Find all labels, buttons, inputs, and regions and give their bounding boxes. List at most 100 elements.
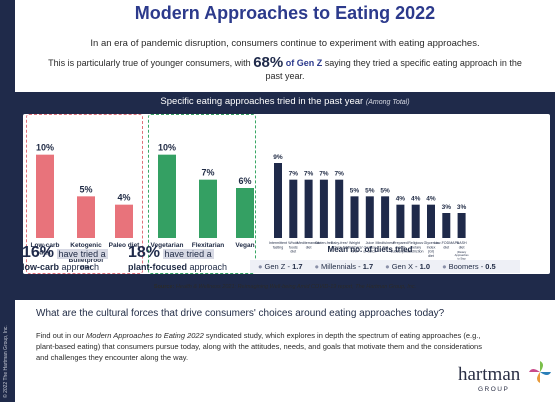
chart-title-row: Specific eating approaches tried in the … bbox=[15, 96, 555, 107]
gen-z-percent: 68% bbox=[253, 54, 284, 71]
bar-category-label-6: Intermittent fasting bbox=[269, 241, 287, 249]
bar-value-label-1: 5% bbox=[79, 184, 92, 194]
mean-diets-row: ● Gen Z - 1.7 ● Millennials - 1.7 ● Gen X -… bbox=[250, 260, 520, 273]
bar-category-label-12: Juice cleanse or detox bbox=[363, 241, 376, 254]
bar-value-label-10: 7% bbox=[334, 171, 344, 178]
bar-category-label-4: Flexitarian bbox=[192, 242, 225, 249]
bar-category-label-16: Glycemic Index (GI) diet bbox=[424, 241, 439, 258]
mean-diets-box: Mean no. of diets tried ● Gen Z - 1.7 ● Mi… bbox=[250, 245, 550, 273]
body-study-link: Modern Approaches to Eating 2022 bbox=[86, 331, 204, 340]
bar-category-label-7: Whole foods diet bbox=[288, 241, 298, 254]
bar-value-label-3: 10% bbox=[158, 143, 176, 153]
low-carb-callout-have: have tried a bbox=[56, 249, 108, 259]
page-title: Modern Approaches to Eating 2022 bbox=[134, 3, 436, 23]
bar-chart: 10%Low-carbdiet5%KetogenicorBulletproofd… bbox=[31, 143, 470, 272]
source-note: Source: Health & Wellness 2021: Reimagin… bbox=[15, 284, 555, 290]
mean-item-genz: ● Gen Z - 1.7 bbox=[258, 262, 303, 271]
bar-9 bbox=[319, 179, 328, 238]
bar-1 bbox=[77, 196, 95, 238]
gen-z-label: Gen Z bbox=[296, 58, 323, 68]
logo-word: hartman bbox=[458, 364, 521, 385]
low-carb-callout-pct: 16% bbox=[22, 244, 55, 261]
bar-category-label-9: Gluten-free bbox=[315, 241, 333, 245]
bar-10 bbox=[335, 179, 344, 238]
intro-of: of bbox=[285, 58, 295, 68]
body-after: syndicated study, which explores in dept… bbox=[36, 331, 482, 362]
bar-value-label-18: 3% bbox=[457, 204, 467, 211]
bar-category-label-8: Mediterranean diet bbox=[297, 241, 320, 249]
bar-category-label-3: Vegetarian bbox=[151, 242, 184, 249]
bar-value-label-0: 10% bbox=[36, 143, 54, 153]
mean-item-millennials: ● Millennials - 1.7 bbox=[314, 262, 374, 271]
bar-17 bbox=[442, 213, 451, 238]
bar-value-label-15: 4% bbox=[411, 196, 421, 203]
bar-4 bbox=[199, 179, 217, 238]
bar-category-label-11: Weight Watchers/WW bbox=[346, 241, 362, 254]
body-before: Find out in our bbox=[36, 331, 84, 340]
bar-15 bbox=[411, 204, 420, 238]
low-carb-callout: 16% have tried a low-carb approach bbox=[22, 244, 108, 272]
bar-category-label-15: Religious dietary restriction bbox=[408, 241, 424, 254]
plant-callout-rest: approach bbox=[189, 262, 228, 272]
bar-11 bbox=[350, 196, 359, 238]
logo-group: GROUP bbox=[478, 386, 510, 393]
bar-3 bbox=[158, 154, 176, 238]
bar-8 bbox=[304, 179, 313, 238]
bar-category-label-14: Prepared meals subscription bbox=[391, 241, 410, 254]
plant-callout-pct: 18% bbox=[128, 244, 161, 261]
bar-0 bbox=[36, 154, 54, 238]
pinwheel-icon bbox=[529, 361, 551, 383]
bar-category-label-0: Low-carb diet bbox=[31, 242, 60, 257]
bar-value-label-11: 5% bbox=[350, 187, 360, 194]
intro-before: This is particularly true of younger con… bbox=[48, 58, 251, 68]
chart-subtitle: (Among Total) bbox=[365, 99, 410, 106]
low-carb-callout-rest: approach bbox=[61, 262, 100, 272]
bar-6 bbox=[274, 163, 282, 238]
bar-value-label-8: 7% bbox=[304, 171, 314, 178]
intro-line-1: In an era of pandemic disruption, consum… bbox=[90, 38, 480, 49]
hartman-logo: hartman GROUP bbox=[458, 360, 553, 400]
bar-2 bbox=[115, 204, 133, 238]
body-paragraph: Find out in our Modern Approaches to Eat… bbox=[36, 330, 491, 363]
copyright-text: © 2022 The Hartman Group, Inc. bbox=[3, 325, 9, 398]
bar-18 bbox=[457, 213, 466, 238]
source-text: Health & Wellness 2021: Reimagining Well… bbox=[175, 284, 417, 290]
chart-title: Specific eating approaches tried in the … bbox=[160, 96, 364, 107]
bar-value-label-12: 5% bbox=[365, 187, 375, 194]
bar-13 bbox=[381, 196, 390, 238]
low-carb-callout-bold: low-carb bbox=[22, 262, 60, 272]
bar-value-label-13: 5% bbox=[380, 187, 390, 194]
chart-panel: 10%Low-carbdiet5%KetogenicorBulletproofd… bbox=[23, 114, 550, 274]
bar-value-label-16: 4% bbox=[426, 196, 436, 203]
bar-value-label-6: 9% bbox=[273, 154, 283, 161]
bar-category-label-10: Dairy-free/Lactose-free bbox=[329, 241, 349, 249]
source-label: Source: bbox=[153, 284, 175, 290]
bar-14 bbox=[396, 204, 405, 238]
bar-value-label-9: 7% bbox=[319, 171, 329, 178]
mean-diets-title: Mean no. of diets tried bbox=[327, 245, 413, 254]
bar-category-label-5: Vegan bbox=[235, 242, 254, 249]
side-strip: © 2022 The Hartman Group, Inc. bbox=[0, 0, 15, 402]
bar-category-label-2: Paleo diet bbox=[109, 242, 141, 249]
plant-callout: 18% have tried a plant-focused approach bbox=[128, 244, 227, 272]
bar-value-label-4: 7% bbox=[201, 168, 214, 178]
question-heading: What are the cultural forces that drive … bbox=[36, 308, 445, 319]
bar-value-label-5: 6% bbox=[238, 176, 251, 186]
plant-callout-have: have tried a bbox=[162, 249, 214, 259]
intro-after: saying they tried a specific eating appr… bbox=[265, 58, 522, 81]
intro-line-2: This is particularly true of younger con… bbox=[40, 54, 530, 83]
bar-12 bbox=[365, 196, 374, 238]
bar-value-label-7: 7% bbox=[289, 171, 299, 178]
bar-value-label-14: 4% bbox=[396, 196, 406, 203]
bar-5 bbox=[236, 188, 254, 238]
mean-item-boomers: ● Boomers - 0.5 bbox=[442, 262, 496, 271]
bar-category-label-18: DASH diet bbox=[457, 241, 467, 249]
plant-group-frame bbox=[148, 114, 256, 274]
bar-category-label-17: Low-FODMAPs diet bbox=[434, 241, 459, 249]
bar-7 bbox=[289, 179, 298, 238]
low-carb-group-frame bbox=[26, 114, 143, 274]
bar-value-label-17: 3% bbox=[442, 204, 452, 211]
bar-value-label-2: 4% bbox=[117, 193, 130, 203]
plant-callout-bold: plant-focused bbox=[128, 262, 188, 272]
bar-category-label-13: Mindfulness diet bbox=[376, 241, 395, 249]
